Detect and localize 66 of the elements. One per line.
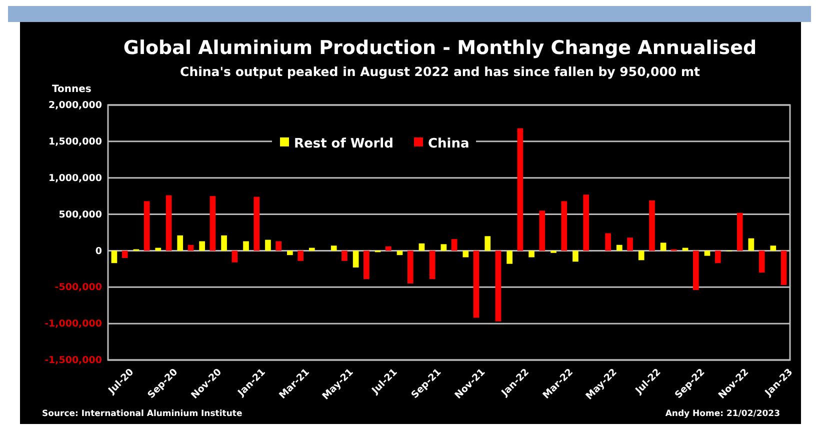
bar xyxy=(528,250,534,258)
bar xyxy=(539,210,546,251)
y-tick-label: 1,500,000 xyxy=(48,136,102,148)
y-tick-label: 500,000 xyxy=(58,209,102,220)
bar xyxy=(758,250,765,273)
bar xyxy=(736,212,743,251)
bar xyxy=(616,244,622,251)
bar xyxy=(649,200,655,251)
bar xyxy=(462,250,469,258)
bar xyxy=(583,194,590,251)
bar xyxy=(660,242,666,251)
y-axis-title: Tonnes xyxy=(52,84,92,95)
chart-subtitle: China's output peaked in August 2022 and has since fallen by 950,000 mt xyxy=(180,64,700,79)
bar xyxy=(605,233,611,251)
chart-title: Global Aluminium Production - Monthly Change Annualised xyxy=(123,37,757,59)
y-tick-label: 1,000,000 xyxy=(48,172,102,184)
text: Andy Home: 21/02/2023 xyxy=(665,409,780,419)
bar xyxy=(495,250,502,322)
bar xyxy=(221,235,227,251)
source-note: Source: International Aluminium Institute xyxy=(42,409,242,419)
bar xyxy=(561,201,568,251)
bar xyxy=(352,250,359,268)
y-tick-label: -1,500,000 xyxy=(44,355,102,366)
bar xyxy=(199,241,205,251)
bar xyxy=(627,238,633,251)
y-tick-label: 0 xyxy=(95,246,102,257)
bar xyxy=(517,128,524,251)
bar xyxy=(254,196,260,251)
bar xyxy=(265,240,271,251)
bar xyxy=(298,250,304,261)
bar xyxy=(770,246,776,251)
y-tick-label: -500,000 xyxy=(54,282,102,294)
bar xyxy=(451,239,458,251)
bar xyxy=(276,241,282,251)
bar xyxy=(210,196,216,251)
bar xyxy=(330,246,337,251)
bar xyxy=(386,246,392,251)
bar xyxy=(166,195,172,251)
bar xyxy=(144,201,150,251)
bar xyxy=(704,250,710,256)
bar xyxy=(748,238,754,251)
bar xyxy=(396,250,403,256)
bar xyxy=(693,250,699,290)
bar xyxy=(111,250,118,264)
bar xyxy=(243,241,249,251)
bar xyxy=(572,250,578,262)
y-tick-label: -1,000,000 xyxy=(44,318,102,330)
bar xyxy=(287,250,293,256)
bar xyxy=(429,250,436,280)
bar xyxy=(407,250,414,284)
bar xyxy=(440,244,447,251)
bar xyxy=(122,250,128,258)
bar xyxy=(342,250,348,261)
bar xyxy=(232,250,238,262)
bar xyxy=(506,250,512,264)
bar xyxy=(638,250,644,260)
bar xyxy=(364,250,370,280)
bar xyxy=(418,243,425,251)
bar xyxy=(484,236,491,251)
legend-label: Rest of World xyxy=(294,136,394,152)
y-tick-label: 2,000,000 xyxy=(48,100,102,112)
bar xyxy=(177,235,184,251)
bar xyxy=(780,250,787,285)
bar xyxy=(714,250,721,264)
bar xyxy=(473,250,480,318)
legend-label: China xyxy=(428,136,470,152)
